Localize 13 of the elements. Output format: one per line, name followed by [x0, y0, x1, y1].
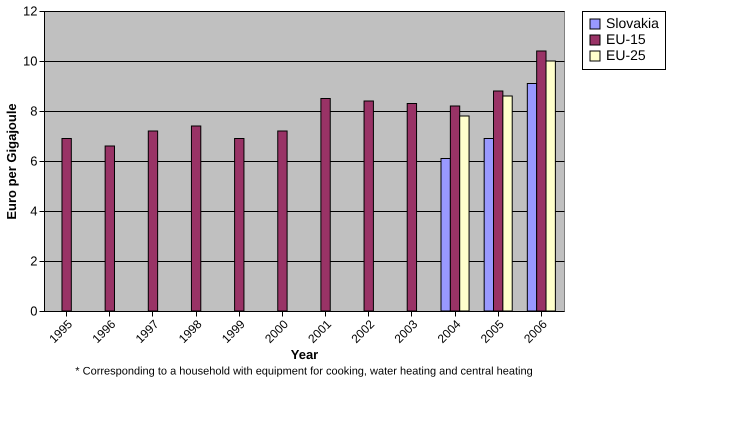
y-tick-label: 6	[30, 154, 38, 168]
y-tick-label: 0	[30, 304, 38, 318]
y-axis-title: Euro per Gigajoule	[4, 103, 20, 220]
text: * Corresponding to a household with equipment for cooking, water heating and central heating	[75, 366, 533, 378]
x-axis-title: Year	[290, 347, 318, 362]
legend-label: Slovakia	[606, 15, 660, 31]
y-tick-label: 12	[23, 4, 38, 18]
legend-label: EU-25	[606, 47, 646, 63]
y-tick-label: 2	[30, 254, 38, 268]
y-tick-label: 4	[30, 204, 38, 218]
y-tick-label: 10	[23, 54, 38, 68]
legend-label: EU-15	[606, 31, 646, 47]
y-tick-label: 8	[30, 104, 38, 118]
